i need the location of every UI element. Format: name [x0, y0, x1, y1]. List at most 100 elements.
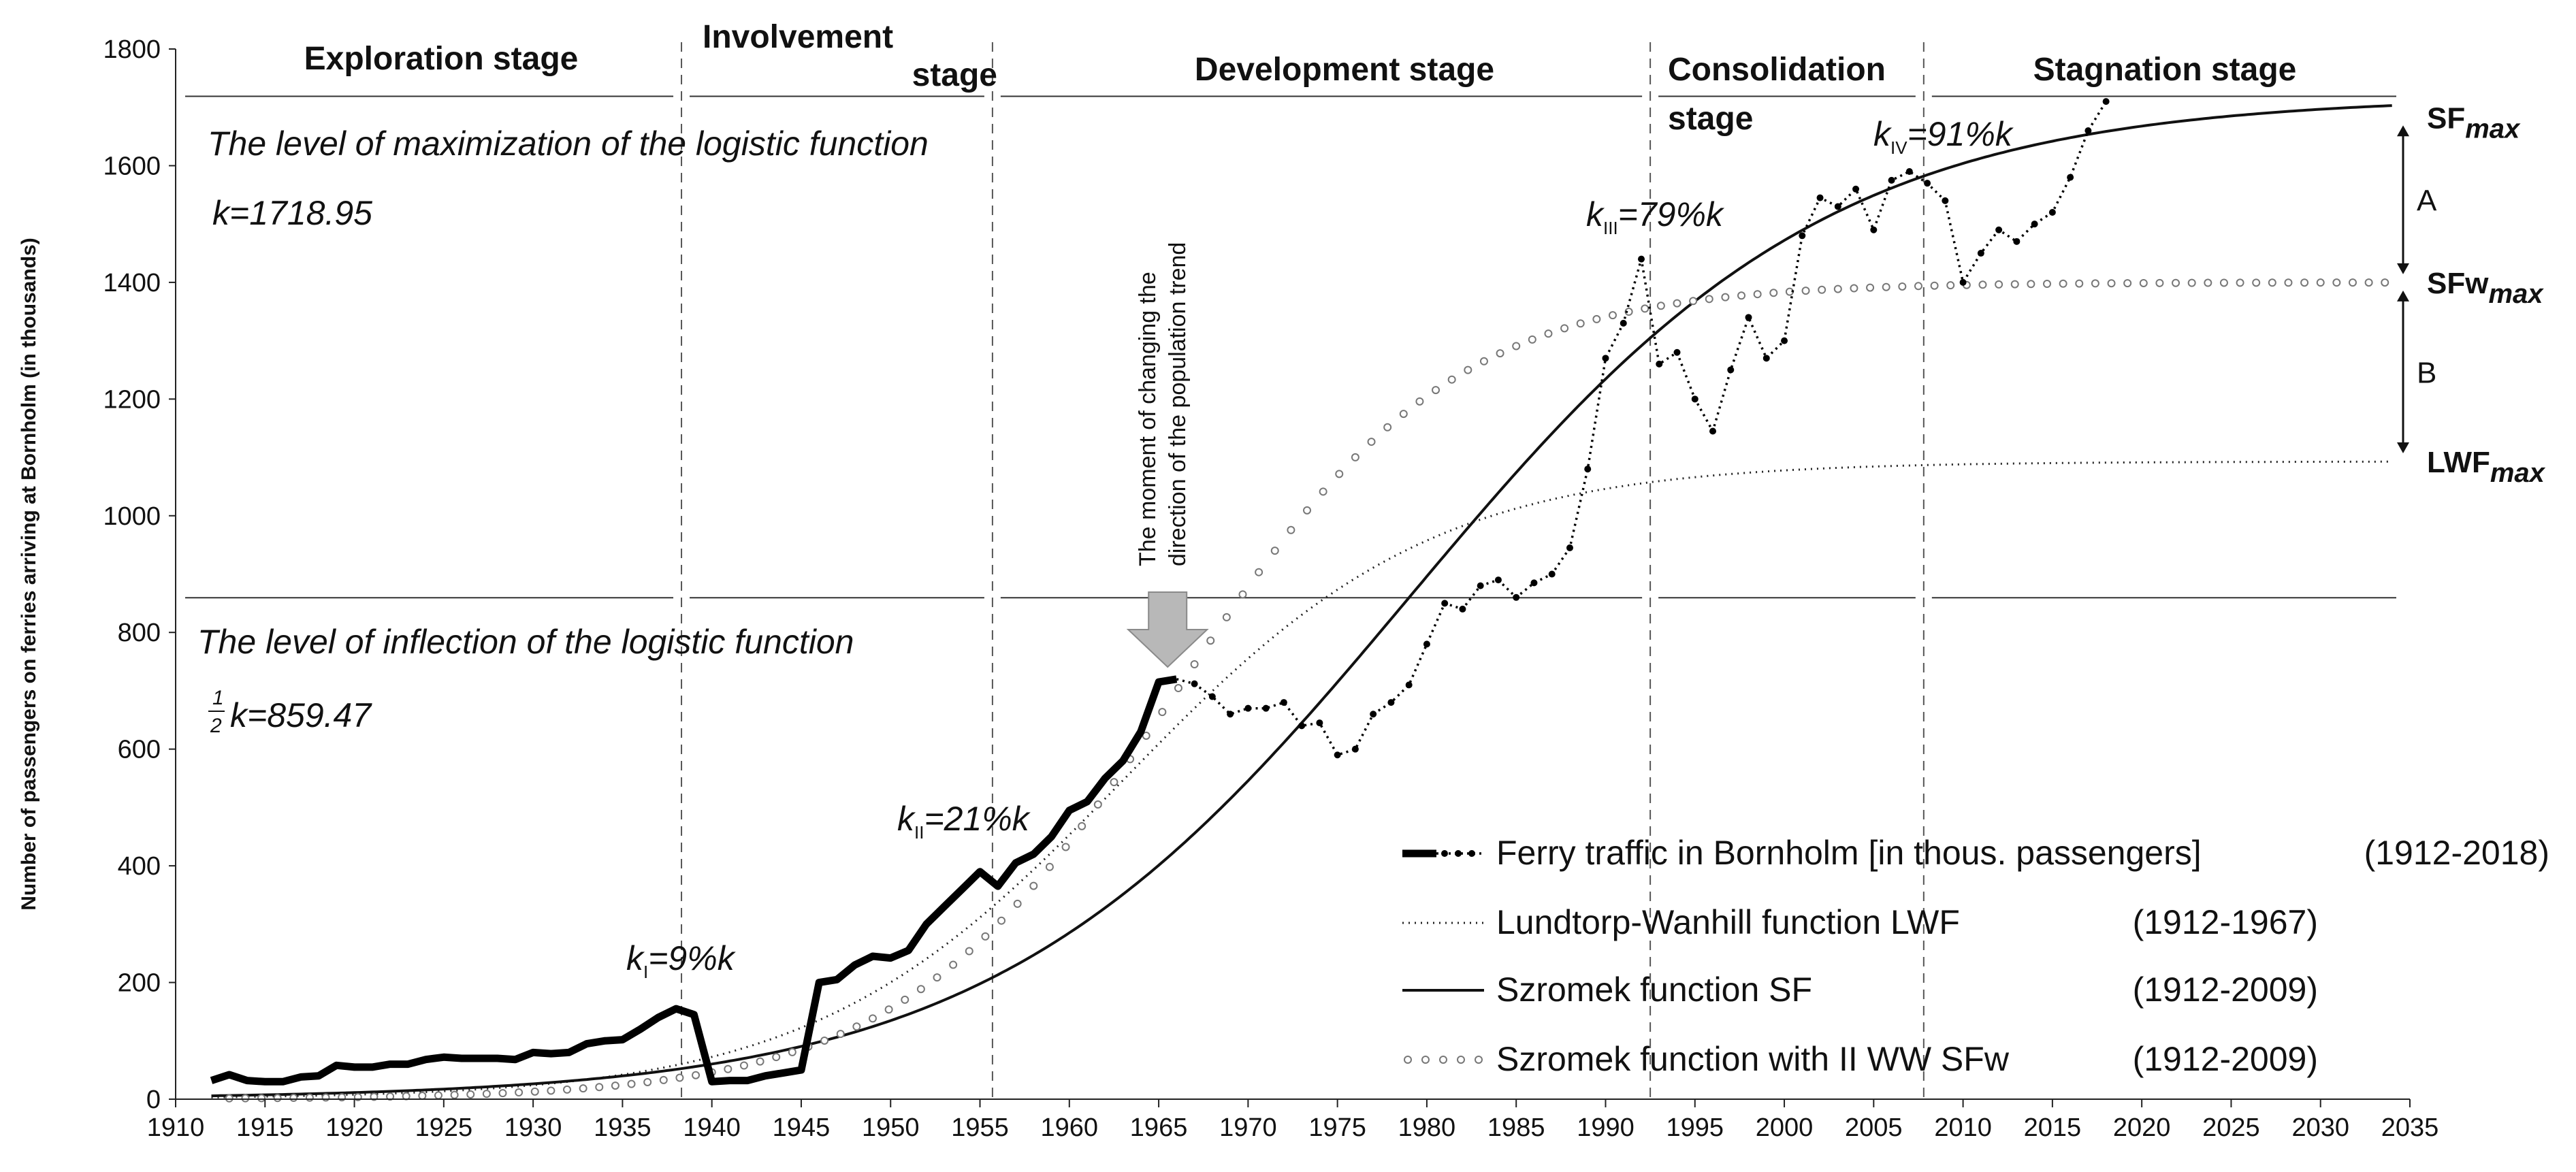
ferry-traffic-point — [1781, 337, 1788, 344]
half-numerator: 1 — [212, 687, 224, 709]
x-tick-label: 1960 — [1041, 1113, 1099, 1142]
ferry-traffic-point — [1637, 255, 1645, 263]
ferry-traffic-point — [1870, 226, 1878, 233]
x-tick-label: 1910 — [147, 1113, 205, 1142]
sfw-curve-point — [450, 1090, 459, 1099]
sfw-curve-point — [2123, 279, 2132, 288]
ferry-traffic-point — [1959, 278, 1967, 286]
sfw-curve-point — [1174, 684, 1182, 693]
y-tick-label: 1200 — [103, 385, 161, 414]
grid-layer — [185, 42, 2396, 1099]
sfw-curve-point — [1351, 453, 1359, 461]
sfw-curve-point — [949, 960, 958, 969]
k-annotation: kI=9%k — [626, 939, 737, 982]
sfw-curve-point — [884, 1005, 893, 1014]
ferry-traffic-point — [1745, 314, 1752, 321]
x-tick-label: 2035 — [2381, 1113, 2439, 1142]
sfw-curve-point — [2172, 278, 2180, 287]
sfw-curve-point — [643, 1077, 652, 1086]
legend-label-lwf: Lundtorp-Wanhill function LWF — [1496, 903, 1960, 941]
sfw-curve-point — [2155, 278, 2164, 287]
sfw-curve-point — [2300, 278, 2309, 287]
sfw-curve-point — [739, 1061, 748, 1070]
sfw-curve-point — [2027, 280, 2035, 289]
stage-label-consolidation: Consolidation — [1668, 52, 1886, 88]
sfw-curve-point — [1753, 290, 1762, 299]
sfw-curve-point — [1898, 282, 1907, 291]
x-tick-label: 2005 — [1845, 1113, 1903, 1142]
legend-label-ferry: Ferry traffic in Bornholm [in thous. pas… — [1496, 834, 2202, 872]
sfw-curve-point — [241, 1094, 250, 1103]
gap-arrow-b-head-down — [2397, 442, 2409, 454]
gap-arrow-a-head-up — [2397, 125, 2409, 137]
sfw-curve-point — [1078, 821, 1086, 830]
y-tick-label: 1800 — [103, 35, 161, 64]
x-tick-label: 1970 — [1219, 1113, 1277, 1142]
inflection-level-k: k=859.47 — [230, 696, 372, 734]
sfw-curve-point — [515, 1088, 524, 1097]
x-tick-label: 1985 — [1487, 1113, 1545, 1142]
y-tick-label: 1400 — [103, 269, 161, 297]
max-level-text: The level of maximization of the logisti… — [208, 125, 929, 163]
ferry-traffic-point — [1691, 395, 1698, 403]
sfw-curve-point — [498, 1089, 507, 1098]
y-tick-label: 400 — [118, 852, 161, 881]
ferry-traffic-point — [2031, 221, 2038, 228]
ferry-traffic-point — [1244, 704, 1252, 712]
sfw-curve-point — [2091, 279, 2099, 288]
ferry-traffic-bold-line — [210, 675, 1178, 1086]
sfw-curve-point — [1142, 731, 1150, 740]
sfw-curve-point — [1303, 506, 1312, 515]
x-tick-label: 1955 — [951, 1113, 1009, 1142]
sfw-curve-point — [836, 1030, 845, 1039]
sfw-curve-point — [1641, 304, 1649, 313]
sfw-curve-point — [1608, 311, 1617, 320]
sfw-curve-point — [1995, 280, 2003, 289]
sfw-curve-point — [530, 1087, 539, 1096]
sfw-curve-point — [2268, 278, 2276, 287]
x-tick-label: 1975 — [1308, 1113, 1366, 1142]
trend-change-text-line2: direction of the population trend — [1165, 242, 1191, 566]
x-tick-label: 1980 — [1398, 1113, 1456, 1142]
sfw-curve-point — [482, 1090, 491, 1098]
sfw-curve-point — [997, 916, 1006, 925]
sfw-curve-point — [2316, 278, 2325, 287]
ferry-traffic-point — [1620, 319, 1627, 327]
stage-label-development: Development stage — [1195, 52, 1494, 88]
stage-label-consolidation-line2: stage — [1668, 101, 1753, 137]
ferry-traffic-point — [1298, 722, 1306, 730]
gap-label-a: A — [2417, 184, 2437, 218]
x-tick-label: 2020 — [2113, 1113, 2171, 1142]
inflection-level-text: The level of inflection of the logistic … — [197, 623, 854, 661]
sfw-curve-point — [1528, 335, 1536, 344]
y-axis-label: Number of passengers on ferries arriving… — [18, 238, 40, 911]
y-tick-label: 600 — [118, 736, 161, 764]
gap-arrow-a-head-down — [2397, 263, 2409, 274]
sfw-curve-point — [916, 985, 925, 994]
ferry-traffic-point — [1656, 360, 1663, 368]
sfw-curve-point — [1190, 660, 1199, 668]
sfw-curve-point — [305, 1093, 314, 1102]
y-tick-label: 0 — [146, 1086, 161, 1114]
ferry-traffic-point — [1191, 680, 1198, 687]
ferry-traffic-point — [1602, 355, 1609, 362]
sfw-curve-point — [1930, 281, 1939, 290]
x-tick-label: 2000 — [1756, 1113, 1814, 1142]
ferry-traffic-point — [1852, 185, 1860, 193]
x-tick-label: 1925 — [415, 1113, 473, 1142]
ferry-traffic-point — [1459, 605, 1466, 613]
sfw-curve-point — [2204, 278, 2212, 287]
sfw-curve-point — [868, 1014, 877, 1023]
sfw-curve-point — [1882, 282, 1890, 291]
sfw-curve-point — [659, 1075, 668, 1084]
ferry-traffic-point — [1370, 711, 1377, 718]
x-tick-label: 2025 — [2202, 1113, 2260, 1142]
legend-label-sf: Szromek function SF — [1496, 971, 1812, 1009]
sfw-curve-point — [1818, 285, 1826, 294]
sfw-curve-point — [692, 1071, 701, 1079]
ferry-traffic-point — [1494, 576, 1502, 584]
sfw-curve-point — [1061, 843, 1070, 851]
sfw-curve-point — [1399, 410, 1408, 419]
sfw-curve-point — [1222, 613, 1231, 621]
